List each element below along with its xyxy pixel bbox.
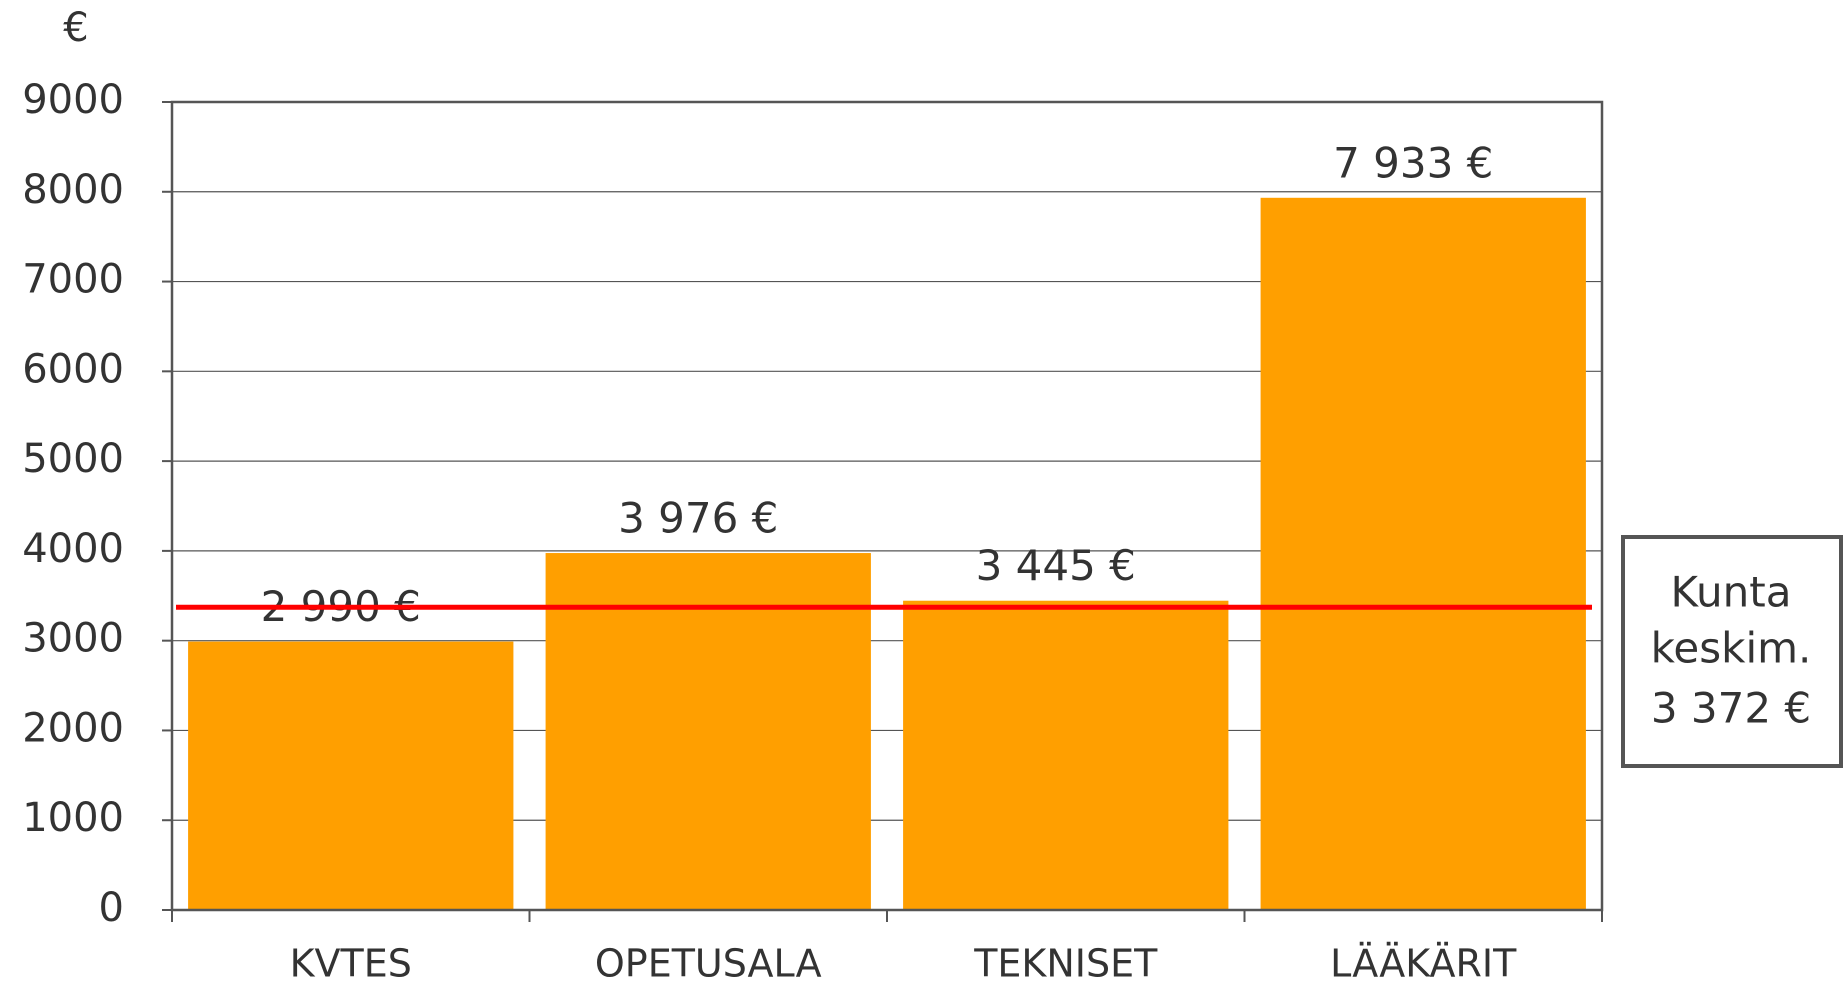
y-unit-label: €: [63, 5, 88, 51]
y-tick-label: 9000: [22, 77, 124, 123]
bar: [188, 641, 514, 910]
plot-frame: [170, 100, 1604, 912]
annotation-value: 3 372 €: [1651, 684, 1811, 733]
y-tick-label: 8000: [22, 167, 124, 213]
y-tick-label: 1000: [22, 795, 124, 841]
y-tick-label: 6000: [22, 346, 124, 392]
y-tick-label: 5000: [22, 436, 124, 482]
y-tick-label: 4000: [22, 526, 124, 572]
x-tick-label: LÄÄKÄRIT: [1330, 942, 1517, 983]
value-label: 3 445 €: [976, 541, 1136, 590]
annotation-text: keskim.: [1651, 624, 1812, 673]
y-tick-label: 7000: [22, 257, 124, 303]
bar: [903, 600, 1229, 910]
y-tick-label: 2000: [22, 705, 124, 751]
value-label: 3 976 €: [618, 494, 778, 543]
bar: [1260, 197, 1586, 910]
bar: [545, 553, 871, 910]
x-tick-label: KVTES: [290, 942, 412, 983]
value-label: 7 933 €: [1333, 138, 1493, 187]
y-tick-label: 3000: [22, 616, 124, 662]
annotation-text: Kunta: [1671, 568, 1792, 617]
y-tick-label: 0: [99, 885, 124, 931]
x-tick-label: TEKNISET: [973, 942, 1158, 983]
annotation-box: [1621, 535, 1843, 768]
x-tick-label: OPETUSALA: [595, 942, 822, 983]
